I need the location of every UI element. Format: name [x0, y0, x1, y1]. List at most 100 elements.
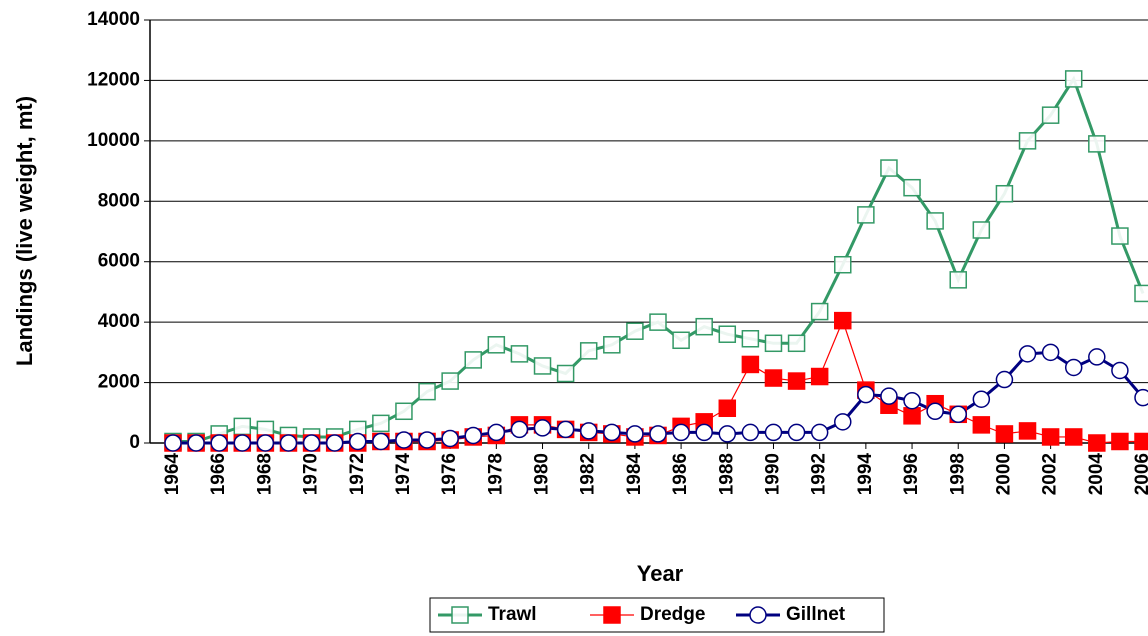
x-tick-label: 2006 [1132, 453, 1148, 495]
x-tick-label: 1994 [855, 453, 876, 496]
point [764, 423, 783, 442]
point [395, 402, 413, 421]
legend-marker [451, 606, 469, 624]
point [718, 399, 737, 418]
x-tick-label: 1968 [254, 453, 275, 495]
point [972, 416, 991, 434]
y-tick-label: 0 [129, 432, 140, 453]
x-tick-label: 1970 [301, 453, 322, 495]
point [741, 355, 760, 374]
point [1111, 227, 1129, 245]
point [834, 311, 852, 330]
point [1134, 388, 1148, 407]
legend-marker [749, 606, 767, 624]
point [1064, 358, 1083, 377]
point [903, 178, 921, 197]
point [1018, 422, 1037, 440]
point [995, 184, 1014, 203]
point [487, 423, 506, 442]
point [1111, 361, 1129, 380]
point [418, 431, 436, 449]
legend-marker [603, 606, 621, 624]
point [464, 426, 482, 445]
legend-label: Dredge [640, 604, 705, 625]
x-tick-label: 1964 [162, 453, 183, 496]
legend-label: Gillnet [786, 604, 846, 625]
legend-label: Trawl [488, 604, 537, 625]
point [834, 255, 852, 274]
x-tick-label: 1990 [762, 453, 783, 495]
point [972, 390, 991, 408]
point [926, 402, 944, 421]
y-tick-label: 12000 [87, 69, 140, 90]
point [603, 423, 621, 442]
point [1111, 432, 1129, 451]
point [349, 432, 367, 451]
x-tick-label: 1988 [716, 453, 737, 495]
point [1134, 432, 1148, 451]
point [418, 382, 436, 401]
x-tick-label: 1976 [439, 453, 460, 495]
point [1088, 135, 1106, 153]
point [1041, 106, 1060, 124]
x-tick-label: 1978 [485, 453, 506, 495]
point [903, 391, 921, 410]
point [510, 420, 529, 439]
point [302, 434, 321, 452]
point [233, 434, 252, 452]
point [649, 313, 667, 331]
point [533, 357, 552, 375]
point [834, 413, 852, 431]
point [741, 330, 760, 348]
point [556, 420, 575, 439]
point [1134, 284, 1148, 303]
point [787, 334, 806, 353]
point [672, 423, 690, 442]
point [949, 405, 967, 424]
point [441, 429, 459, 448]
point [949, 271, 967, 289]
x-tick-label: 1992 [809, 453, 830, 495]
point [926, 212, 944, 230]
point [210, 434, 228, 452]
point [1064, 428, 1083, 446]
point [164, 434, 182, 452]
point [880, 387, 898, 405]
point [995, 425, 1014, 443]
x-tick-label: 2004 [1086, 453, 1107, 496]
point [510, 345, 529, 363]
point [579, 422, 598, 440]
point [857, 385, 875, 404]
x-tick-label: 1972 [347, 453, 368, 495]
x-tick-label: 1966 [208, 453, 229, 495]
x-tick-label: 1986 [670, 453, 691, 495]
y-tick-label: 6000 [98, 251, 140, 272]
y-tick-label: 4000 [98, 311, 140, 332]
point [325, 434, 344, 452]
point [1041, 343, 1060, 362]
x-tick-label: 1998 [947, 453, 968, 495]
legend-box [429, 597, 885, 633]
point [487, 336, 506, 354]
point [187, 434, 205, 452]
point [764, 334, 783, 353]
point [556, 364, 575, 383]
x-tick-label: 1996 [901, 453, 922, 495]
point [787, 372, 806, 390]
point [533, 419, 552, 437]
point [626, 425, 644, 443]
x-tick-label: 1974 [393, 453, 414, 496]
point [995, 370, 1014, 389]
point [718, 425, 737, 443]
point [233, 417, 252, 436]
point [695, 423, 713, 442]
point [1018, 132, 1037, 150]
point [1041, 428, 1060, 446]
point [972, 221, 991, 239]
y-tick-label: 8000 [98, 190, 140, 211]
point [372, 432, 390, 451]
point [857, 206, 875, 224]
point [1064, 70, 1083, 88]
point [279, 434, 298, 452]
point [464, 351, 482, 369]
